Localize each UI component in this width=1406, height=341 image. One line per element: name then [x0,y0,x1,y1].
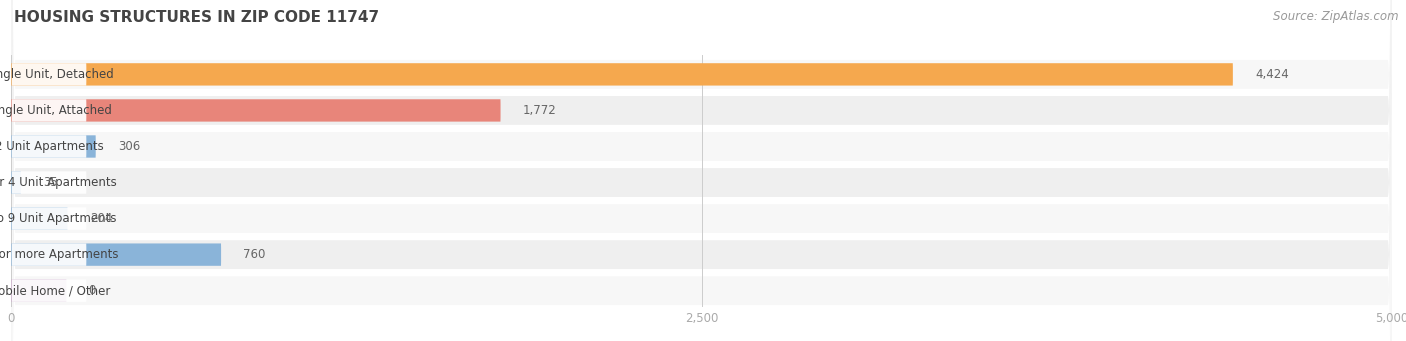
Text: Single Unit, Attached: Single Unit, Attached [0,104,111,117]
FancyBboxPatch shape [11,135,96,158]
FancyBboxPatch shape [11,280,86,302]
Text: 4,424: 4,424 [1256,68,1289,81]
Text: 0: 0 [89,284,96,297]
FancyBboxPatch shape [11,0,1392,341]
FancyBboxPatch shape [11,135,86,158]
FancyBboxPatch shape [11,0,1392,341]
Text: HOUSING STRUCTURES IN ZIP CODE 11747: HOUSING STRUCTURES IN ZIP CODE 11747 [14,10,380,25]
FancyBboxPatch shape [11,0,1392,341]
Text: 306: 306 [118,140,141,153]
Text: 1,772: 1,772 [523,104,557,117]
FancyBboxPatch shape [11,99,86,122]
Text: Source: ZipAtlas.com: Source: ZipAtlas.com [1274,10,1399,23]
FancyBboxPatch shape [11,243,86,266]
FancyBboxPatch shape [11,0,1392,341]
Text: Mobile Home / Other: Mobile Home / Other [0,284,110,297]
Text: 2 Unit Apartments: 2 Unit Apartments [0,140,104,153]
Text: 10 or more Apartments: 10 or more Apartments [0,248,118,261]
FancyBboxPatch shape [11,63,86,86]
Text: 204: 204 [90,212,112,225]
FancyBboxPatch shape [11,0,1392,341]
FancyBboxPatch shape [11,99,501,122]
FancyBboxPatch shape [11,207,86,230]
FancyBboxPatch shape [11,0,1392,341]
FancyBboxPatch shape [11,0,1392,341]
Text: Single Unit, Detached: Single Unit, Detached [0,68,114,81]
Text: 760: 760 [243,248,266,261]
Text: 5 to 9 Unit Apartments: 5 to 9 Unit Apartments [0,212,117,225]
Text: 3 or 4 Unit Apartments: 3 or 4 Unit Apartments [0,176,117,189]
FancyBboxPatch shape [11,243,221,266]
FancyBboxPatch shape [11,63,1233,86]
FancyBboxPatch shape [11,207,67,230]
FancyBboxPatch shape [11,172,21,194]
FancyBboxPatch shape [11,172,86,194]
FancyBboxPatch shape [11,280,66,302]
Text: 35: 35 [44,176,58,189]
